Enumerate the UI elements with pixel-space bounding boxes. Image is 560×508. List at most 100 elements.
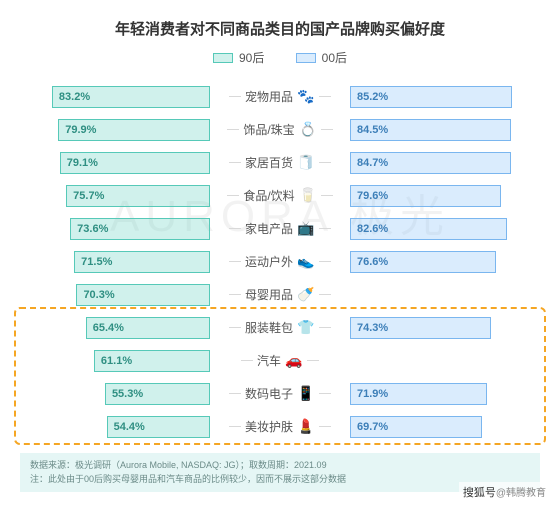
- bar-00s: 69.7%: [350, 416, 482, 438]
- right-track: [350, 284, 540, 306]
- connector: [227, 195, 239, 196]
- bar-90s: 79.1%: [60, 152, 210, 174]
- legend: 90后 00后: [20, 49, 540, 66]
- left-track: 54.4%: [20, 416, 210, 438]
- bar-00s: 84.5%: [350, 119, 511, 141]
- right-track: 71.9%: [350, 383, 540, 405]
- chart-rows: 83.2%宠物用品🐾85.2%79.9%饰品/珠宝💍84.5%79.1%家居百货…: [20, 80, 540, 443]
- category-center: 家电产品📺: [210, 220, 350, 237]
- bar-00s: 71.9%: [350, 383, 487, 405]
- category-icon: 🚗: [285, 353, 303, 369]
- right-track: 74.3%: [350, 317, 540, 339]
- connector: [319, 261, 331, 262]
- connector: [307, 360, 319, 361]
- category-label: 家电产品: [245, 220, 293, 237]
- legend-00s: 00后: [296, 49, 347, 66]
- connector: [229, 162, 241, 163]
- category-icon: 🐾: [297, 89, 315, 105]
- connector: [229, 327, 241, 328]
- connector: [229, 228, 241, 229]
- table-row: 75.7%食品/饮料🥛79.6%: [20, 179, 540, 212]
- category-center: 家居百货🧻: [210, 154, 350, 171]
- connector: [319, 327, 331, 328]
- left-track: 70.3%: [20, 284, 210, 306]
- legend-90s: 90后: [213, 49, 264, 66]
- right-track: 79.6%: [350, 185, 540, 207]
- connector: [229, 426, 241, 427]
- category-icon: 👟: [297, 254, 315, 270]
- category-label: 母婴用品: [245, 286, 293, 303]
- right-track: 76.6%: [350, 251, 540, 273]
- category-center: 美妆护肤💄: [210, 418, 350, 435]
- credit-main: 搜狐号: [463, 487, 496, 499]
- left-track: 83.2%: [20, 86, 210, 108]
- connector: [319, 228, 331, 229]
- right-track: 84.5%: [350, 119, 540, 141]
- category-label: 宠物用品: [245, 88, 293, 105]
- category-icon: 👕: [297, 320, 315, 336]
- connector: [319, 162, 331, 163]
- category-center: 母婴用品🍼: [210, 286, 350, 303]
- bar-90s: 54.4%: [107, 416, 210, 438]
- bar-00s: 74.3%: [350, 317, 491, 339]
- left-track: 75.7%: [20, 185, 210, 207]
- connector: [227, 129, 239, 130]
- category-label: 家居百货: [245, 154, 293, 171]
- category-icon: 📺: [297, 221, 315, 237]
- connector: [319, 426, 331, 427]
- category-icon: 🍼: [297, 287, 315, 303]
- category-center: 食品/饮料🥛: [210, 187, 350, 204]
- category-center: 饰品/珠宝 💍: [210, 121, 350, 138]
- table-row: 65.4% 服装鞋包👕 74.3%: [20, 311, 540, 344]
- table-row: 55.3%数码电子📱71.9%: [20, 377, 540, 410]
- category-icon: 🥛: [299, 188, 317, 204]
- table-row: 79.9%饰品/珠宝💍84.5%: [20, 113, 540, 146]
- table-row: 73.6%家电产品📺82.6%: [20, 212, 540, 245]
- table-row: 70.3%母婴用品🍼: [20, 278, 540, 311]
- category-label: 汽车: [257, 352, 281, 369]
- bar-00s: 85.2%: [350, 86, 512, 108]
- category-label: 饰品/珠宝: [243, 121, 294, 138]
- bar-90s: 70.3%: [76, 284, 210, 306]
- category-icon: 💄: [297, 419, 315, 435]
- table-row: 71.5% 运动户外👟 76.6%: [20, 245, 540, 278]
- bar-90s: 55.3%: [105, 383, 210, 405]
- left-track: 61.1%: [20, 350, 210, 372]
- table-row: 61.1%汽车🚗: [20, 344, 540, 377]
- category-icon: 📱: [297, 386, 315, 402]
- legend-90s-label: 90后: [239, 49, 264, 66]
- connector: [319, 96, 331, 97]
- bar-00s: 76.6%: [350, 251, 496, 273]
- category-label: 运动户外: [245, 253, 293, 270]
- category-label: 服装鞋包: [245, 319, 293, 336]
- bar-00s: 82.6%: [350, 218, 507, 240]
- category-center: 数码电子📱: [210, 385, 350, 402]
- category-label: 数码电子: [245, 385, 293, 402]
- category-icon: 💍: [299, 122, 317, 138]
- bar-90s: 71.5%: [74, 251, 210, 273]
- connector: [321, 129, 333, 130]
- bar-90s: 61.1%: [94, 350, 210, 372]
- table-row: 83.2%宠物用品🐾85.2%: [20, 80, 540, 113]
- left-track: 79.1%: [20, 152, 210, 174]
- connector: [241, 360, 253, 361]
- left-track: 73.6%: [20, 218, 210, 240]
- footer-note: 注：此处由于00后购买母婴用品和汽车商品的比例较少，因而不展示这部分数据: [30, 473, 530, 487]
- bar-90s: 65.4%: [86, 317, 210, 339]
- bar-00s: 79.6%: [350, 185, 501, 207]
- category-center: 宠物用品🐾: [210, 88, 350, 105]
- category-center: 汽车🚗: [210, 352, 350, 369]
- swatch-90s: [213, 53, 233, 63]
- bar-90s: 73.6%: [70, 218, 210, 240]
- left-track: 65.4%: [20, 317, 210, 339]
- table-row: 79.1%家居百货🧻84.7%: [20, 146, 540, 179]
- category-label: 美妆护肤: [245, 418, 293, 435]
- left-track: 71.5%: [20, 251, 210, 273]
- left-track: 55.3%: [20, 383, 210, 405]
- category-icon: 🧻: [297, 155, 315, 171]
- swatch-00s: [296, 53, 316, 63]
- connector: [229, 261, 241, 262]
- connector: [229, 393, 241, 394]
- right-track: [350, 350, 540, 372]
- connector: [229, 294, 241, 295]
